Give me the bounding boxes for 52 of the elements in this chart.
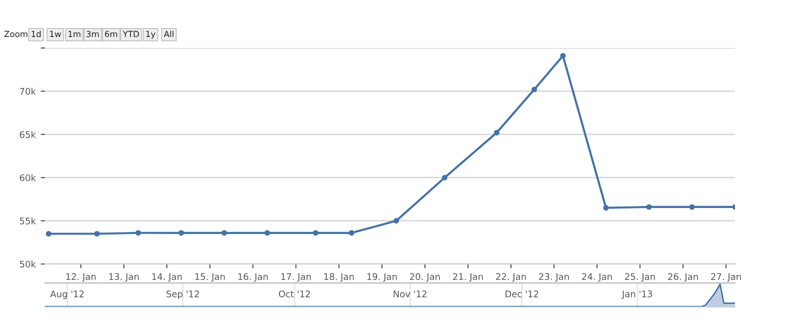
text: 3m [86,30,99,38]
text: All [164,30,174,37]
y-tick-label: 70k [20,88,36,95]
y-tick-label: 60k [20,174,36,182]
x-tick-label: Jan '13 [622,290,652,299]
point [393,218,400,224]
x-tick-label: 12. Jan [66,273,96,282]
x-tick-label: 14. Jan [152,273,182,282]
point [689,204,695,210]
text: YTD [122,30,139,37]
text: 6m [104,30,118,38]
x-tick-label: 27. Jan [711,273,741,282]
x-tick-label: 24. Jan [582,273,612,282]
text: 1m [68,30,80,37]
point [94,230,100,237]
point [560,53,566,59]
x-tick-label: 26. Jan [668,273,698,282]
x-tick-label: 22. Jan [496,273,526,282]
x-tick-label: 17. Jan [281,273,311,282]
x-tick-label: 15. Jan [195,273,225,282]
x-tick-label: 20. Jan [410,273,440,282]
y-tick-label: 65k [20,130,36,138]
text: Zoom [4,30,28,38]
point [494,130,500,136]
point [348,230,354,236]
point [646,204,652,210]
y-tick-label: 55k [20,217,36,224]
point [221,230,227,236]
x-tick-label: 19. Jan [367,273,397,282]
point [603,205,609,211]
point [312,230,318,236]
text: 1w [50,30,61,37]
point [442,174,448,180]
x-tick-label: 25. Jan [625,273,655,282]
y-tick-label: 50k [20,260,36,268]
x-tick-label: 13. Jan [109,273,139,282]
x-tick-label: 21. Jan [453,273,483,282]
point [178,230,184,236]
x-tick-label: Dec '12 [506,290,538,298]
point [135,230,141,236]
x-tick-label: Nov '12 [394,290,426,298]
point [264,230,270,236]
text: 1d [32,30,41,38]
x-tick-label: Oct '12 [278,290,310,298]
point [46,230,52,237]
x-tick-label: Aug '12 [50,290,84,300]
point [531,86,538,92]
x-tick-label: 16. Jan [238,273,268,282]
text: 1y [146,30,156,39]
x-tick-label: 18. Jan [324,273,354,282]
x-tick-label: 23. Jan [539,273,569,282]
x-tick-label: Sep '12 [166,290,199,300]
